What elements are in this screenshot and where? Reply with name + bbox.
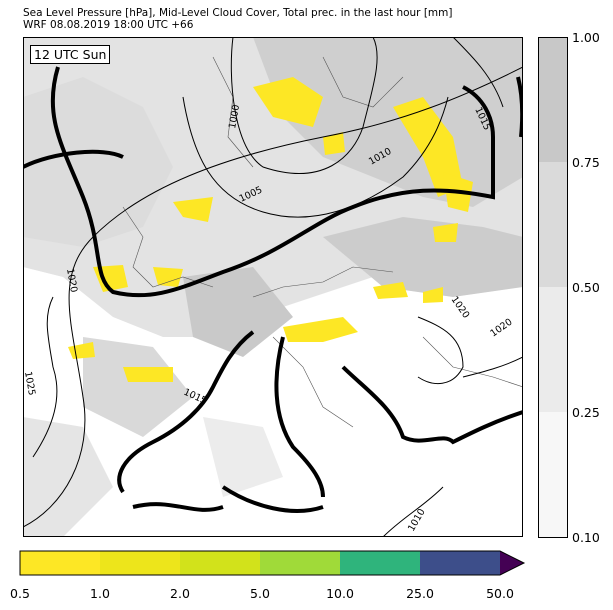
isobars	[23, 37, 523, 537]
chart-title: Sea Level Pressure [hPa], Mid-Level Clou…	[23, 7, 453, 19]
cloud-bin-010-025	[538, 412, 568, 538]
precip-tick: 5.0	[250, 586, 270, 601]
precip-tick: 10.0	[326, 586, 354, 601]
precip-bin-2	[180, 551, 260, 575]
precip-extend-arrow	[500, 551, 524, 575]
precip-bin-1	[100, 551, 180, 575]
cloud-tick: 0.50	[572, 280, 600, 295]
cloud-cover-colorbar	[538, 37, 568, 538]
isobar-label-1020: 1020	[64, 268, 79, 294]
cloud-cover-shading	[23, 37, 523, 537]
precip-bin-3	[260, 551, 340, 575]
cloud-bin-075-100	[538, 37, 568, 162]
cloud-bin-025-050	[538, 287, 568, 412]
cloud-bin-050-075	[538, 162, 568, 287]
precip-colorbar	[19, 550, 526, 576]
precip-tick: 1.0	[90, 586, 110, 601]
precip-bin-4	[340, 551, 420, 575]
time-badge: 12 UTC Sun	[30, 45, 111, 64]
cloud-tick: 0.75	[572, 155, 600, 170]
isobar-label-1025: 1025	[23, 371, 37, 397]
precip-tick: 50.0	[486, 586, 514, 601]
precip-tick: 25.0	[406, 586, 434, 601]
cloud-tick: 0.25	[572, 405, 600, 420]
chart-subtitle: WRF 08.08.2019 18:00 UTC +66	[23, 19, 194, 31]
precip-tick: 2.0	[170, 586, 190, 601]
isobar-label-1000: 1000	[227, 104, 242, 130]
map-frame	[23, 37, 523, 537]
precip-bin-0	[20, 551, 100, 575]
cloud-tick: 0.10	[572, 530, 600, 545]
weather-map: 1000 1005 1010 1015 1015 1020 1020 1020 …	[23, 37, 523, 537]
precip-tick: 0.5	[10, 586, 30, 601]
coastlines	[122, 56, 523, 428]
precip-bin-5	[420, 551, 500, 575]
isobar-1015-bold	[23, 66, 523, 513]
cloud-tick: 1.00	[572, 30, 600, 45]
